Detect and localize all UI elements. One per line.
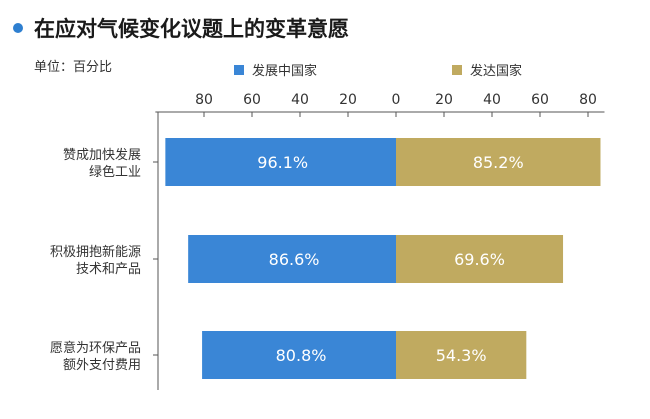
- category-label-line: 积极拥抱新能源: [50, 244, 141, 260]
- bar-developed: [396, 331, 527, 379]
- value-label-developing: 96.1%: [257, 153, 308, 172]
- x-tick-label: 40: [483, 92, 501, 108]
- bar-developed: [396, 138, 601, 186]
- value-label-developed: 69.6%: [454, 250, 505, 269]
- category-label: 积极拥抱新能源技术和产品: [50, 244, 141, 277]
- value-label-developing: 80.8%: [276, 346, 327, 365]
- legend-label-developed: 发达国家: [470, 63, 522, 79]
- x-tick-label: 20: [435, 92, 453, 108]
- category-label-line: 技术和产品: [76, 262, 141, 277]
- bar-developing: [202, 331, 396, 379]
- category-label-line: 愿意为环保产品: [50, 340, 141, 356]
- legend-swatch-developed: [452, 65, 462, 75]
- title-bullet: [13, 23, 23, 33]
- x-tick-label: 60: [531, 92, 549, 108]
- category-label: 赞成加快发展绿色工业: [63, 147, 141, 180]
- x-tick-label: 80: [579, 92, 597, 108]
- bar-developed: [396, 235, 564, 283]
- category-label-line: 赞成加快发展: [63, 147, 141, 163]
- unit-label: 单位：百分比: [34, 60, 112, 75]
- labels: 赞成加快发展绿色工业 96.1% 85.2% 积极拥抱新能源技术和产品 86.6% 69.…: [50, 147, 524, 373]
- x-tick-label: 40: [291, 92, 309, 108]
- x-tick-label: 80: [195, 92, 213, 108]
- value-label-developed: 54.3%: [436, 346, 487, 365]
- category-label-line: 额外支付费用: [63, 358, 141, 373]
- x-axis: 80 60 40 20 0 20 40 60 80: [153, 92, 605, 390]
- legend-label-developing: 发展中国家: [252, 63, 317, 79]
- x-tick-label: 20: [339, 92, 357, 108]
- bar-developing: [188, 235, 396, 283]
- bars: [165, 138, 601, 379]
- x-tick-label: 0: [392, 92, 401, 108]
- x-tick-label: 60: [243, 92, 261, 108]
- value-label-developing: 86.6%: [269, 250, 320, 269]
- chart-title: 在应对气候变化议题上的变革意愿: [34, 17, 349, 41]
- legend-swatch-developing: [234, 65, 244, 75]
- bar-developing: [165, 138, 396, 186]
- value-label-developed: 85.2%: [473, 153, 524, 172]
- category-label-line: 绿色工业: [89, 164, 141, 180]
- category-label: 愿意为环保产品额外支付费用: [50, 340, 141, 373]
